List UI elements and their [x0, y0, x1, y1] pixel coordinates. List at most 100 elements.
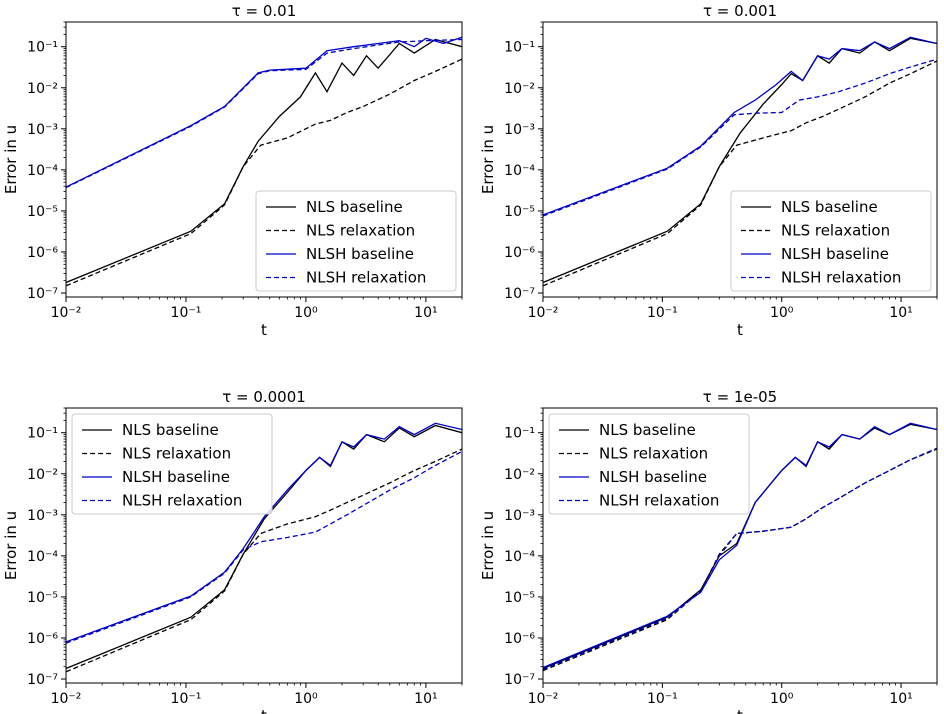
series-line-nlsh-baseline	[543, 422, 937, 669]
chart-title: τ = 0.01	[232, 2, 297, 20]
y-tick-label: 10⁻¹	[504, 40, 535, 56]
chart-panel-1: 10⁻² 10⁻¹ 10⁰ 10¹ 10⁻⁷ 10⁻⁶ 10⁻⁵ 10⁻⁴ 10⁻³ 10⁻² 10…	[2, 2, 463, 339]
x-tick-label: 10¹	[889, 305, 912, 321]
legend-entry: NLS relaxation	[122, 445, 231, 463]
x-tick-label: 10¹	[414, 691, 437, 707]
legend-entry: NLSH relaxation	[781, 269, 901, 287]
y-tick-label: 10⁻¹	[504, 426, 535, 442]
legend-box	[71, 413, 273, 515]
legend: NLS baseline NLS relaxation NLSH baseline N…	[71, 413, 273, 515]
plot-frame	[65, 407, 463, 684]
y-axis-label: Error in u	[479, 511, 497, 580]
plot-frame	[542, 21, 938, 298]
legend-entry: NLS baseline	[599, 421, 696, 439]
series-line-nls-relaxation	[66, 58, 462, 287]
y-tick-label: 10⁻¹	[27, 426, 58, 442]
x-axis-label: t	[737, 707, 743, 714]
legend-entry: NLS baseline	[122, 421, 219, 439]
x-axis-label: t	[737, 321, 743, 339]
chart-title: τ = 0.001	[703, 2, 777, 20]
series-line-nlsh-relaxation	[543, 447, 937, 671]
chart-panel-4: 10⁻² 10⁻¹ 10⁰ 10¹ 10⁻⁷ 10⁻⁶ 10⁻⁵ 10⁻⁴ 10⁻³ 10⁻² 10…	[479, 388, 938, 714]
chart-title: τ = 0.0001	[222, 388, 306, 406]
legend-box	[548, 413, 750, 515]
legend-entry: NLS relaxation	[781, 222, 890, 240]
plot-frame	[542, 407, 938, 684]
legend-box	[255, 190, 457, 292]
y-tick-label: 10⁻⁷	[27, 286, 58, 302]
x-tick-label: 10⁰	[294, 305, 318, 321]
legend-entry: NLS relaxation	[599, 445, 708, 463]
legend-entry: NLSH baseline	[599, 468, 707, 486]
x-tick-label: 10⁻²	[528, 691, 559, 707]
x-tick-label: 10⁰	[770, 691, 794, 707]
legend-entry: NLSH relaxation	[122, 492, 242, 510]
plot-frame	[65, 21, 463, 298]
y-tick-label: 10⁻¹	[27, 40, 58, 56]
legend-entry: NLS relaxation	[306, 222, 415, 240]
chart-panel-2: 10⁻² 10⁻¹ 10⁰ 10¹ 10⁻⁷ 10⁻⁶ 10⁻⁵ 10⁻⁴ 10⁻³ 10⁻² 10…	[479, 2, 938, 339]
legend-box	[730, 190, 932, 292]
y-tick-label: 10⁻⁶	[27, 245, 58, 261]
y-tick-label: 10⁻⁶	[27, 631, 58, 647]
y-tick-label: 10⁻²	[504, 81, 535, 97]
y-tick-label: 10⁻⁴	[504, 549, 535, 565]
y-tick-label: 10⁻⁶	[504, 245, 535, 261]
x-tick-label: 10⁻¹	[171, 691, 202, 707]
y-tick-label: 10⁻⁷	[504, 672, 535, 688]
legend-entry: NLSH baseline	[781, 245, 889, 263]
series-line-nlsh-relaxation	[543, 58, 937, 217]
x-tick-label: 10¹	[414, 305, 437, 321]
y-tick-label: 10⁻⁵	[27, 590, 58, 606]
y-tick-label: 10⁻²	[27, 81, 58, 97]
x-tick-label: 10⁻²	[51, 305, 82, 321]
legend-entry: NLSH relaxation	[599, 492, 719, 510]
series-line-nlsh-baseline	[66, 422, 462, 643]
x-tick-label: 10¹	[889, 691, 912, 707]
legend-entry: NLSH baseline	[122, 468, 230, 486]
series-line-nls-baseline	[66, 424, 462, 670]
series-line-nlsh-relaxation	[66, 450, 462, 644]
series-line-nlsh-baseline	[66, 36, 462, 188]
y-tick-label: 10⁻⁶	[504, 631, 535, 647]
y-tick-label: 10⁻⁷	[27, 672, 58, 688]
legend: NLS baseline NLS relaxation NLSH baseline N…	[730, 190, 932, 292]
y-tick-label: 10⁻⁵	[504, 590, 535, 606]
x-tick-label: 10⁻²	[51, 691, 82, 707]
legend-entry: NLS baseline	[781, 198, 878, 216]
x-axis-label: t	[261, 321, 267, 339]
y-tick-label: 10⁻²	[504, 467, 535, 483]
y-tick-label: 10⁻³	[27, 508, 58, 524]
legend: NLS baseline NLS relaxation NLSH baseline N…	[255, 190, 457, 292]
x-axis-label: t	[261, 707, 267, 714]
y-tick-label: 10⁻⁵	[504, 204, 535, 220]
legend-entry: NLSH baseline	[306, 245, 414, 263]
x-tick-label: 10⁰	[770, 305, 794, 321]
series-line-nls-relaxation	[66, 448, 462, 673]
legend-entry: NLS baseline	[306, 198, 403, 216]
series-line-nlsh-relaxation	[66, 38, 462, 189]
series-line-nlsh-baseline	[543, 36, 937, 216]
y-tick-label: 10⁻⁴	[27, 549, 58, 565]
x-tick-label: 10⁻²	[528, 305, 559, 321]
y-tick-label: 10⁻²	[27, 467, 58, 483]
chart-panel-3: 10⁻² 10⁻¹ 10⁰ 10¹ 10⁻⁷ 10⁻⁶ 10⁻⁵ 10⁻⁴ 10⁻³ 10⁻² 10…	[2, 388, 463, 714]
y-tick-label: 10⁻⁷	[504, 286, 535, 302]
y-tick-label: 10⁻⁴	[504, 163, 535, 179]
x-tick-label: 10⁻¹	[171, 305, 202, 321]
y-tick-label: 10⁻³	[27, 122, 58, 138]
x-tick-label: 10⁰	[294, 691, 318, 707]
series-line-nls-relaxation	[543, 60, 937, 287]
y-axis-label: Error in u	[479, 125, 497, 194]
legend-entry: NLSH relaxation	[306, 269, 426, 287]
x-tick-label: 10⁻¹	[647, 691, 678, 707]
x-tick-label: 10⁻¹	[647, 305, 678, 321]
chart-title: τ = 1e-05	[703, 388, 777, 406]
y-tick-label: 10⁻⁵	[27, 204, 58, 220]
y-axis-label: Error in u	[2, 125, 20, 194]
y-tick-label: 10⁻³	[504, 508, 535, 524]
y-axis-label: Error in u	[2, 511, 20, 580]
y-tick-label: 10⁻⁴	[27, 163, 58, 179]
y-tick-label: 10⁻³	[504, 122, 535, 138]
